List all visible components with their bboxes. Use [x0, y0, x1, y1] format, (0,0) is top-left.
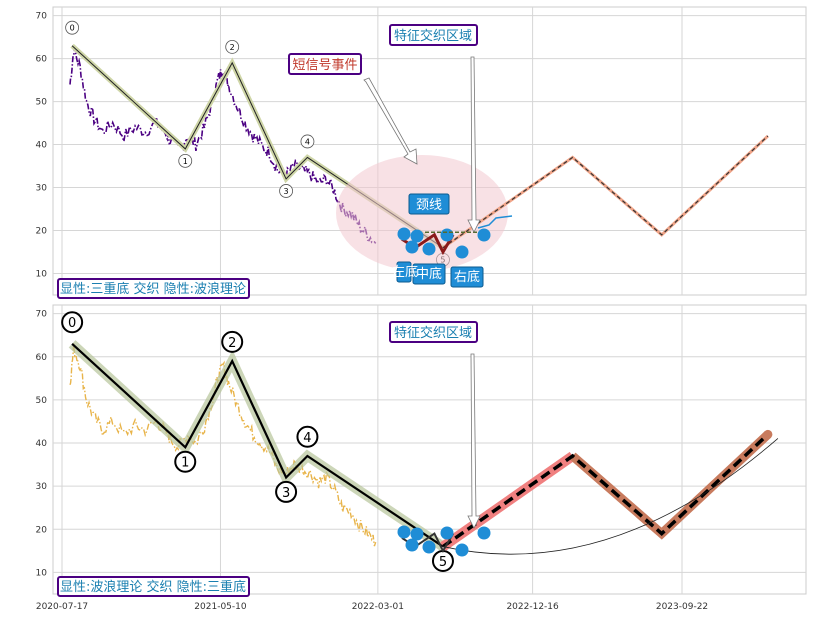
- left-bottom-label: 左底: [392, 264, 418, 280]
- y-tick-label: 30: [36, 482, 48, 492]
- triple-bottom-dot: [455, 245, 469, 259]
- neckline-box: [408, 193, 450, 215]
- wave-label: 4: [305, 137, 310, 146]
- wave-label-circle: [279, 184, 293, 198]
- y-tick-label: 30: [36, 184, 48, 194]
- bottom-label-box: [412, 263, 446, 285]
- legend-label: 显性:波浪理论 交织 隐性:三重底: [60, 579, 246, 595]
- y-tick-label: 60: [36, 353, 48, 363]
- y-tick-label: 40: [36, 439, 48, 449]
- wave-label-circle: [178, 153, 193, 168]
- wave-label-circle: [65, 20, 80, 35]
- wave-label: 2: [230, 43, 235, 52]
- wave-label: 3: [284, 187, 289, 196]
- feature-zone-box: [389, 321, 478, 343]
- triple-bottom-dot: [397, 227, 411, 241]
- y-tick-label: 10: [36, 270, 48, 280]
- triple-bottom-dot: [410, 229, 424, 243]
- projection-line: [442, 135, 769, 249]
- price-line: [69, 342, 377, 547]
- wave-label-circle: [174, 450, 197, 473]
- projection-end-dot: [763, 429, 773, 439]
- y-tick-label: 60: [36, 55, 48, 65]
- wave-label: 2: [228, 336, 236, 351]
- wave-label: 3: [282, 486, 290, 501]
- wave-line: [71, 45, 444, 249]
- middle-bottom-label: 中底: [416, 266, 442, 282]
- feature-zone-box: [389, 24, 478, 46]
- wave-label: 1: [181, 456, 189, 471]
- legend-label: 显性:三重底 交织 隐性:波浪理论: [60, 281, 246, 297]
- legend-box: [57, 576, 250, 597]
- feature-zone-arrow: [467, 353, 481, 529]
- y-tick-label: 50: [36, 98, 48, 108]
- y-tick-label: 20: [36, 227, 48, 237]
- wave-label: 0: [70, 24, 75, 33]
- y-tick-label: 40: [36, 141, 48, 151]
- bottom-label-box: [396, 261, 412, 283]
- y-tick-label: 70: [36, 310, 48, 320]
- wave-label-circle: [61, 311, 84, 334]
- wave-label: 5: [439, 555, 447, 570]
- projection-line: [441, 433, 770, 549]
- wave-label: 1: [183, 157, 188, 166]
- x-tick-label: 2023-09-22: [656, 602, 708, 612]
- wave-label: 0: [68, 316, 76, 331]
- wave-label-circle: [300, 134, 315, 149]
- x-tick-label: 2022-03-01: [352, 602, 404, 612]
- triple-bottom-dot: [405, 240, 419, 254]
- y-tick-label: 20: [36, 525, 48, 535]
- signal-event-arrow: [363, 77, 418, 165]
- triple-bottom-dot: [405, 538, 419, 552]
- legend-box: [57, 278, 250, 299]
- feature-zone-label: 特征交织区域: [394, 28, 472, 44]
- bottom-label-box: [450, 266, 484, 288]
- x-tick-label: 2020-07-17: [36, 602, 88, 612]
- feature-zone-label: 特征交织区域: [394, 325, 472, 341]
- wave-line: [71, 342, 444, 548]
- arc-curve: [442, 438, 779, 555]
- triple-bottom-dot: [455, 543, 469, 557]
- wave-label-circle: [275, 480, 298, 503]
- right-bottom-label: 右底: [454, 269, 480, 285]
- triple-bottom-dot: [397, 525, 411, 539]
- signal-event-label: 短信号事件: [292, 58, 357, 73]
- x-tick-label: 2022-12-16: [506, 602, 559, 612]
- triple-bottom-dot: [477, 526, 491, 540]
- tail-line: [477, 215, 513, 229]
- wave-label-circle: [296, 425, 319, 448]
- wave-label-circle: [221, 330, 244, 353]
- neckline-label: 颈线: [416, 198, 442, 213]
- y-tick-label: 70: [36, 12, 48, 22]
- triple-bottom-dot: [410, 527, 424, 541]
- x-tick-label: 2021-05-10: [194, 602, 247, 612]
- triple-bottom-dot: [422, 242, 436, 256]
- price-line: [69, 47, 377, 244]
- triple-bottom-dot: [440, 526, 454, 540]
- triple-bottom-dot: [477, 228, 491, 242]
- y-tick-label: 10: [36, 568, 48, 578]
- top-panel: 10203040506070012345颈线左底中底右底特征交织区域短信号事件显…: [36, 6, 807, 299]
- wave-label-circle: [225, 39, 240, 54]
- triple-bottom-dot: [422, 540, 436, 554]
- feature-zone-arrow: [467, 56, 481, 233]
- y-tick-label: 50: [36, 396, 48, 406]
- wave-label: 4: [303, 431, 311, 446]
- triple-bottom-dot: [440, 228, 454, 242]
- signal-event-box: [288, 53, 362, 75]
